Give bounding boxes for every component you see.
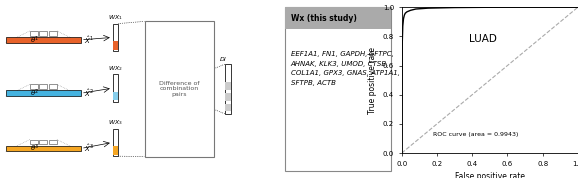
Text: $\theta^2$: $\theta^2$ bbox=[30, 88, 39, 99]
Bar bbox=[113, 129, 118, 156]
Bar bbox=[39, 140, 47, 144]
Bar bbox=[6, 146, 81, 151]
Bar bbox=[225, 82, 232, 90]
Bar bbox=[225, 93, 232, 101]
Bar bbox=[225, 104, 232, 111]
Text: $\hat{X}^1$: $\hat{X}^1$ bbox=[84, 34, 94, 46]
Text: EEF1A1, FN1, GAPDH, SFTPC,
AHNAK, KLK3, UMOD, CTSB,
COL1A1, GPX3, GNAS, ATP1A1,
: EEF1A1, FN1, GAPDH, SFTPC, AHNAK, KLK3, … bbox=[291, 51, 400, 86]
Text: $\hat{X}^2$: $\hat{X}^2$ bbox=[84, 88, 94, 99]
Bar bbox=[285, 7, 391, 29]
X-axis label: False positive rate: False positive rate bbox=[455, 172, 525, 178]
Bar bbox=[113, 92, 118, 100]
Bar bbox=[113, 23, 118, 51]
Bar bbox=[49, 140, 57, 144]
Bar bbox=[113, 41, 118, 50]
Text: LUAD: LUAD bbox=[469, 34, 497, 44]
Bar bbox=[144, 21, 214, 157]
Bar bbox=[225, 64, 232, 114]
Text: $\theta^3$: $\theta^3$ bbox=[30, 143, 39, 154]
Bar bbox=[6, 37, 81, 43]
Bar bbox=[6, 90, 81, 96]
Y-axis label: True positive rate: True positive rate bbox=[368, 47, 377, 114]
Text: DI: DI bbox=[220, 57, 227, 62]
Text: Difference of
combination
pairs: Difference of combination pairs bbox=[159, 81, 199, 97]
Text: ROC curve (area = 0.9943): ROC curve (area = 0.9943) bbox=[434, 132, 519, 137]
Bar bbox=[49, 31, 57, 36]
Bar bbox=[39, 31, 47, 36]
Bar bbox=[30, 140, 38, 144]
Bar bbox=[30, 84, 38, 89]
Text: Wx (this study): Wx (this study) bbox=[291, 14, 357, 23]
Bar bbox=[30, 31, 38, 36]
Text: $WX_1$: $WX_1$ bbox=[108, 13, 123, 22]
Bar bbox=[113, 146, 118, 155]
Bar bbox=[39, 84, 47, 89]
Text: $WX_3$: $WX_3$ bbox=[108, 118, 123, 127]
Text: $\hat{X}^3$: $\hat{X}^3$ bbox=[84, 143, 94, 154]
Text: $\theta^1$: $\theta^1$ bbox=[30, 34, 39, 46]
Bar bbox=[49, 84, 57, 89]
Text: $WX_2$: $WX_2$ bbox=[108, 64, 123, 73]
Bar bbox=[113, 74, 118, 102]
